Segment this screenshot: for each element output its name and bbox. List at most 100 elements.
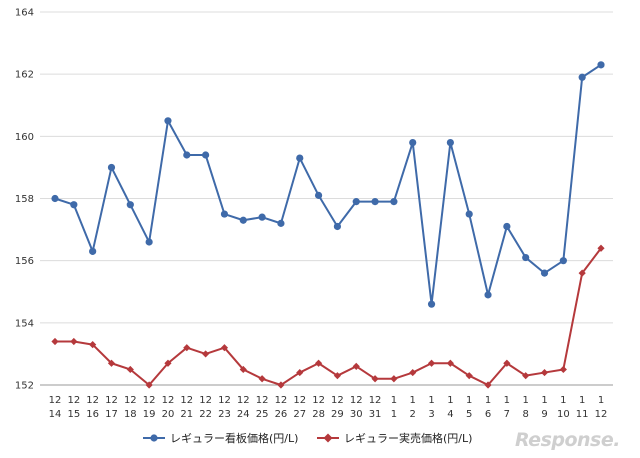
data-point — [145, 381, 153, 389]
x-tick-label-day: 12 — [595, 409, 608, 420]
data-point — [465, 372, 473, 380]
y-tick-label: 164 — [15, 8, 34, 19]
data-point — [239, 365, 247, 374]
legend-marker-1 — [150, 434, 158, 442]
x-tick-label-month: 1 — [504, 395, 510, 406]
data-point — [409, 138, 417, 147]
series-line-1 — [54, 64, 602, 306]
x-tick-label-month: 1 — [391, 395, 397, 406]
x-tick-label-month: 1 — [428, 395, 434, 406]
x-tick-label-day: 20 — [162, 409, 175, 420]
data-point — [107, 163, 116, 172]
data-point — [333, 222, 342, 231]
watermark-logo: Response. — [515, 429, 620, 451]
data-point — [522, 253, 530, 262]
x-tick-label-day: 28 — [312, 409, 325, 420]
x-tick-label-day: 19 — [143, 409, 156, 420]
data-point — [258, 375, 266, 383]
x-tick-label-month: 12 — [67, 395, 80, 406]
data-point — [296, 154, 304, 162]
data-point — [220, 344, 229, 352]
data-point — [390, 198, 398, 206]
data-point — [89, 247, 97, 255]
x-tick-label-month: 12 — [105, 395, 118, 406]
x-tick-label-day: 8 — [523, 409, 529, 420]
x-tick-label-day: 30 — [350, 409, 363, 420]
data-point — [164, 117, 172, 125]
data-point — [220, 210, 229, 218]
series-layer — [51, 61, 605, 389]
data-point — [578, 269, 586, 277]
data-point — [352, 362, 360, 370]
data-point — [597, 244, 605, 252]
grid-lines — [40, 11, 613, 386]
x-tick-label-month: 12 — [199, 395, 212, 406]
x-tick-label-day: 31 — [369, 409, 382, 420]
x-tick-label-day: 6 — [485, 409, 491, 420]
data-point — [503, 359, 511, 367]
x-tick-label-month: 12 — [124, 395, 137, 406]
data-point — [70, 337, 78, 346]
y-tick-label: 156 — [15, 256, 34, 267]
x-tick-label-day: 23 — [218, 409, 231, 420]
x-tick-label-day: 15 — [67, 409, 80, 420]
data-point — [427, 359, 436, 367]
data-point — [126, 201, 134, 209]
legend: レギュラー看板価格(円/L) レギュラー実売価格(円/L) — [143, 431, 472, 445]
x-tick-label-month: 12 — [256, 395, 269, 406]
data-point — [70, 201, 78, 209]
x-tick-label-month: 12 — [86, 395, 99, 406]
x-tick-label-day: 17 — [105, 409, 118, 420]
x-tick-label-day: 27 — [293, 409, 306, 420]
x-tick-label-day: 18 — [124, 409, 137, 420]
data-point — [239, 216, 247, 224]
x-tick-label-day: 21 — [180, 409, 193, 420]
data-point — [371, 375, 379, 383]
x-tick-label-month: 12 — [143, 395, 156, 406]
x-tick-label-month: 12 — [369, 395, 382, 406]
data-point — [446, 138, 454, 147]
data-point — [371, 198, 379, 206]
data-point — [559, 365, 567, 374]
x-tick-label-month: 12 — [350, 395, 363, 406]
data-point — [427, 300, 436, 308]
x-tick-label-day: 1 — [391, 409, 397, 420]
x-tick-label-day: 11 — [576, 409, 589, 420]
x-tick-label-month: 1 — [466, 395, 472, 406]
x-tick-label-month: 12 — [275, 395, 288, 406]
data-point — [51, 337, 59, 346]
data-point — [484, 291, 492, 299]
y-tick-label: 152 — [15, 381, 34, 392]
data-point — [126, 365, 134, 374]
data-point — [578, 73, 586, 81]
x-tick-label-day: 29 — [331, 409, 344, 420]
x-tick-label-month: 1 — [485, 395, 491, 406]
x-tick-label-month: 12 — [180, 395, 193, 406]
data-point — [202, 350, 210, 358]
x-tick-label-day: 9 — [541, 409, 547, 420]
data-point — [183, 344, 191, 352]
legend-label-1: レギュラー看板価格(円/L) — [170, 431, 298, 445]
x-tick-label-day: 2 — [410, 409, 416, 420]
data-point — [503, 222, 511, 231]
x-tick-label-month: 12 — [331, 395, 344, 406]
x-tick-label-month: 1 — [410, 395, 416, 406]
data-point — [484, 381, 492, 389]
y-tick-label: 160 — [15, 132, 34, 143]
x-tick-label-day: 16 — [86, 409, 99, 420]
data-point — [390, 375, 398, 383]
x-tick-label-month: 1 — [541, 395, 547, 406]
x-tick-label-month: 12 — [49, 395, 62, 406]
x-tick-label-day: 24 — [237, 409, 250, 420]
data-point — [597, 61, 605, 69]
data-point — [522, 372, 530, 380]
x-tick-label-month: 1 — [523, 395, 529, 406]
data-point — [314, 191, 323, 199]
data-point — [465, 210, 473, 218]
data-point — [183, 151, 191, 159]
x-tick-label-month: 12 — [218, 395, 231, 406]
x-tick-label-month: 1 — [447, 395, 453, 406]
data-point — [446, 359, 454, 367]
x-tick-label-month: 12 — [162, 395, 175, 406]
